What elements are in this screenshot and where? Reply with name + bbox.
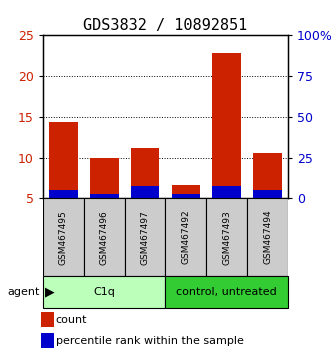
Text: agent: agent — [7, 287, 40, 297]
Bar — [253, 190, 282, 198]
Text: GSM467496: GSM467496 — [100, 210, 109, 264]
Text: C1q: C1q — [93, 287, 115, 297]
Text: percentile rank within the sample: percentile rank within the sample — [56, 336, 243, 346]
Text: control, untreated: control, untreated — [176, 287, 277, 297]
Text: GSM467495: GSM467495 — [59, 210, 68, 264]
Bar — [213, 53, 241, 198]
Bar — [253, 153, 282, 198]
Text: GSM467494: GSM467494 — [263, 210, 272, 264]
Bar — [49, 190, 78, 198]
Text: GSM467497: GSM467497 — [141, 210, 150, 264]
Bar — [41, 312, 54, 327]
Title: GDS3832 / 10892851: GDS3832 / 10892851 — [83, 18, 248, 33]
Bar — [49, 122, 78, 198]
Bar — [131, 148, 160, 198]
Bar — [43, 198, 84, 276]
Bar — [166, 276, 288, 308]
Text: ▶: ▶ — [45, 286, 54, 298]
Bar — [166, 198, 206, 276]
Bar — [131, 186, 160, 198]
Bar — [41, 333, 54, 348]
Bar — [84, 198, 125, 276]
Bar — [43, 276, 166, 308]
Bar — [206, 198, 247, 276]
Bar — [171, 185, 200, 198]
Bar — [125, 198, 166, 276]
Bar — [171, 194, 200, 198]
Text: GSM467492: GSM467492 — [181, 210, 190, 264]
Bar — [90, 158, 118, 198]
Text: count: count — [56, 315, 87, 325]
Bar — [90, 194, 118, 198]
Bar — [213, 186, 241, 198]
Text: GSM467493: GSM467493 — [222, 210, 231, 264]
Bar — [247, 198, 288, 276]
